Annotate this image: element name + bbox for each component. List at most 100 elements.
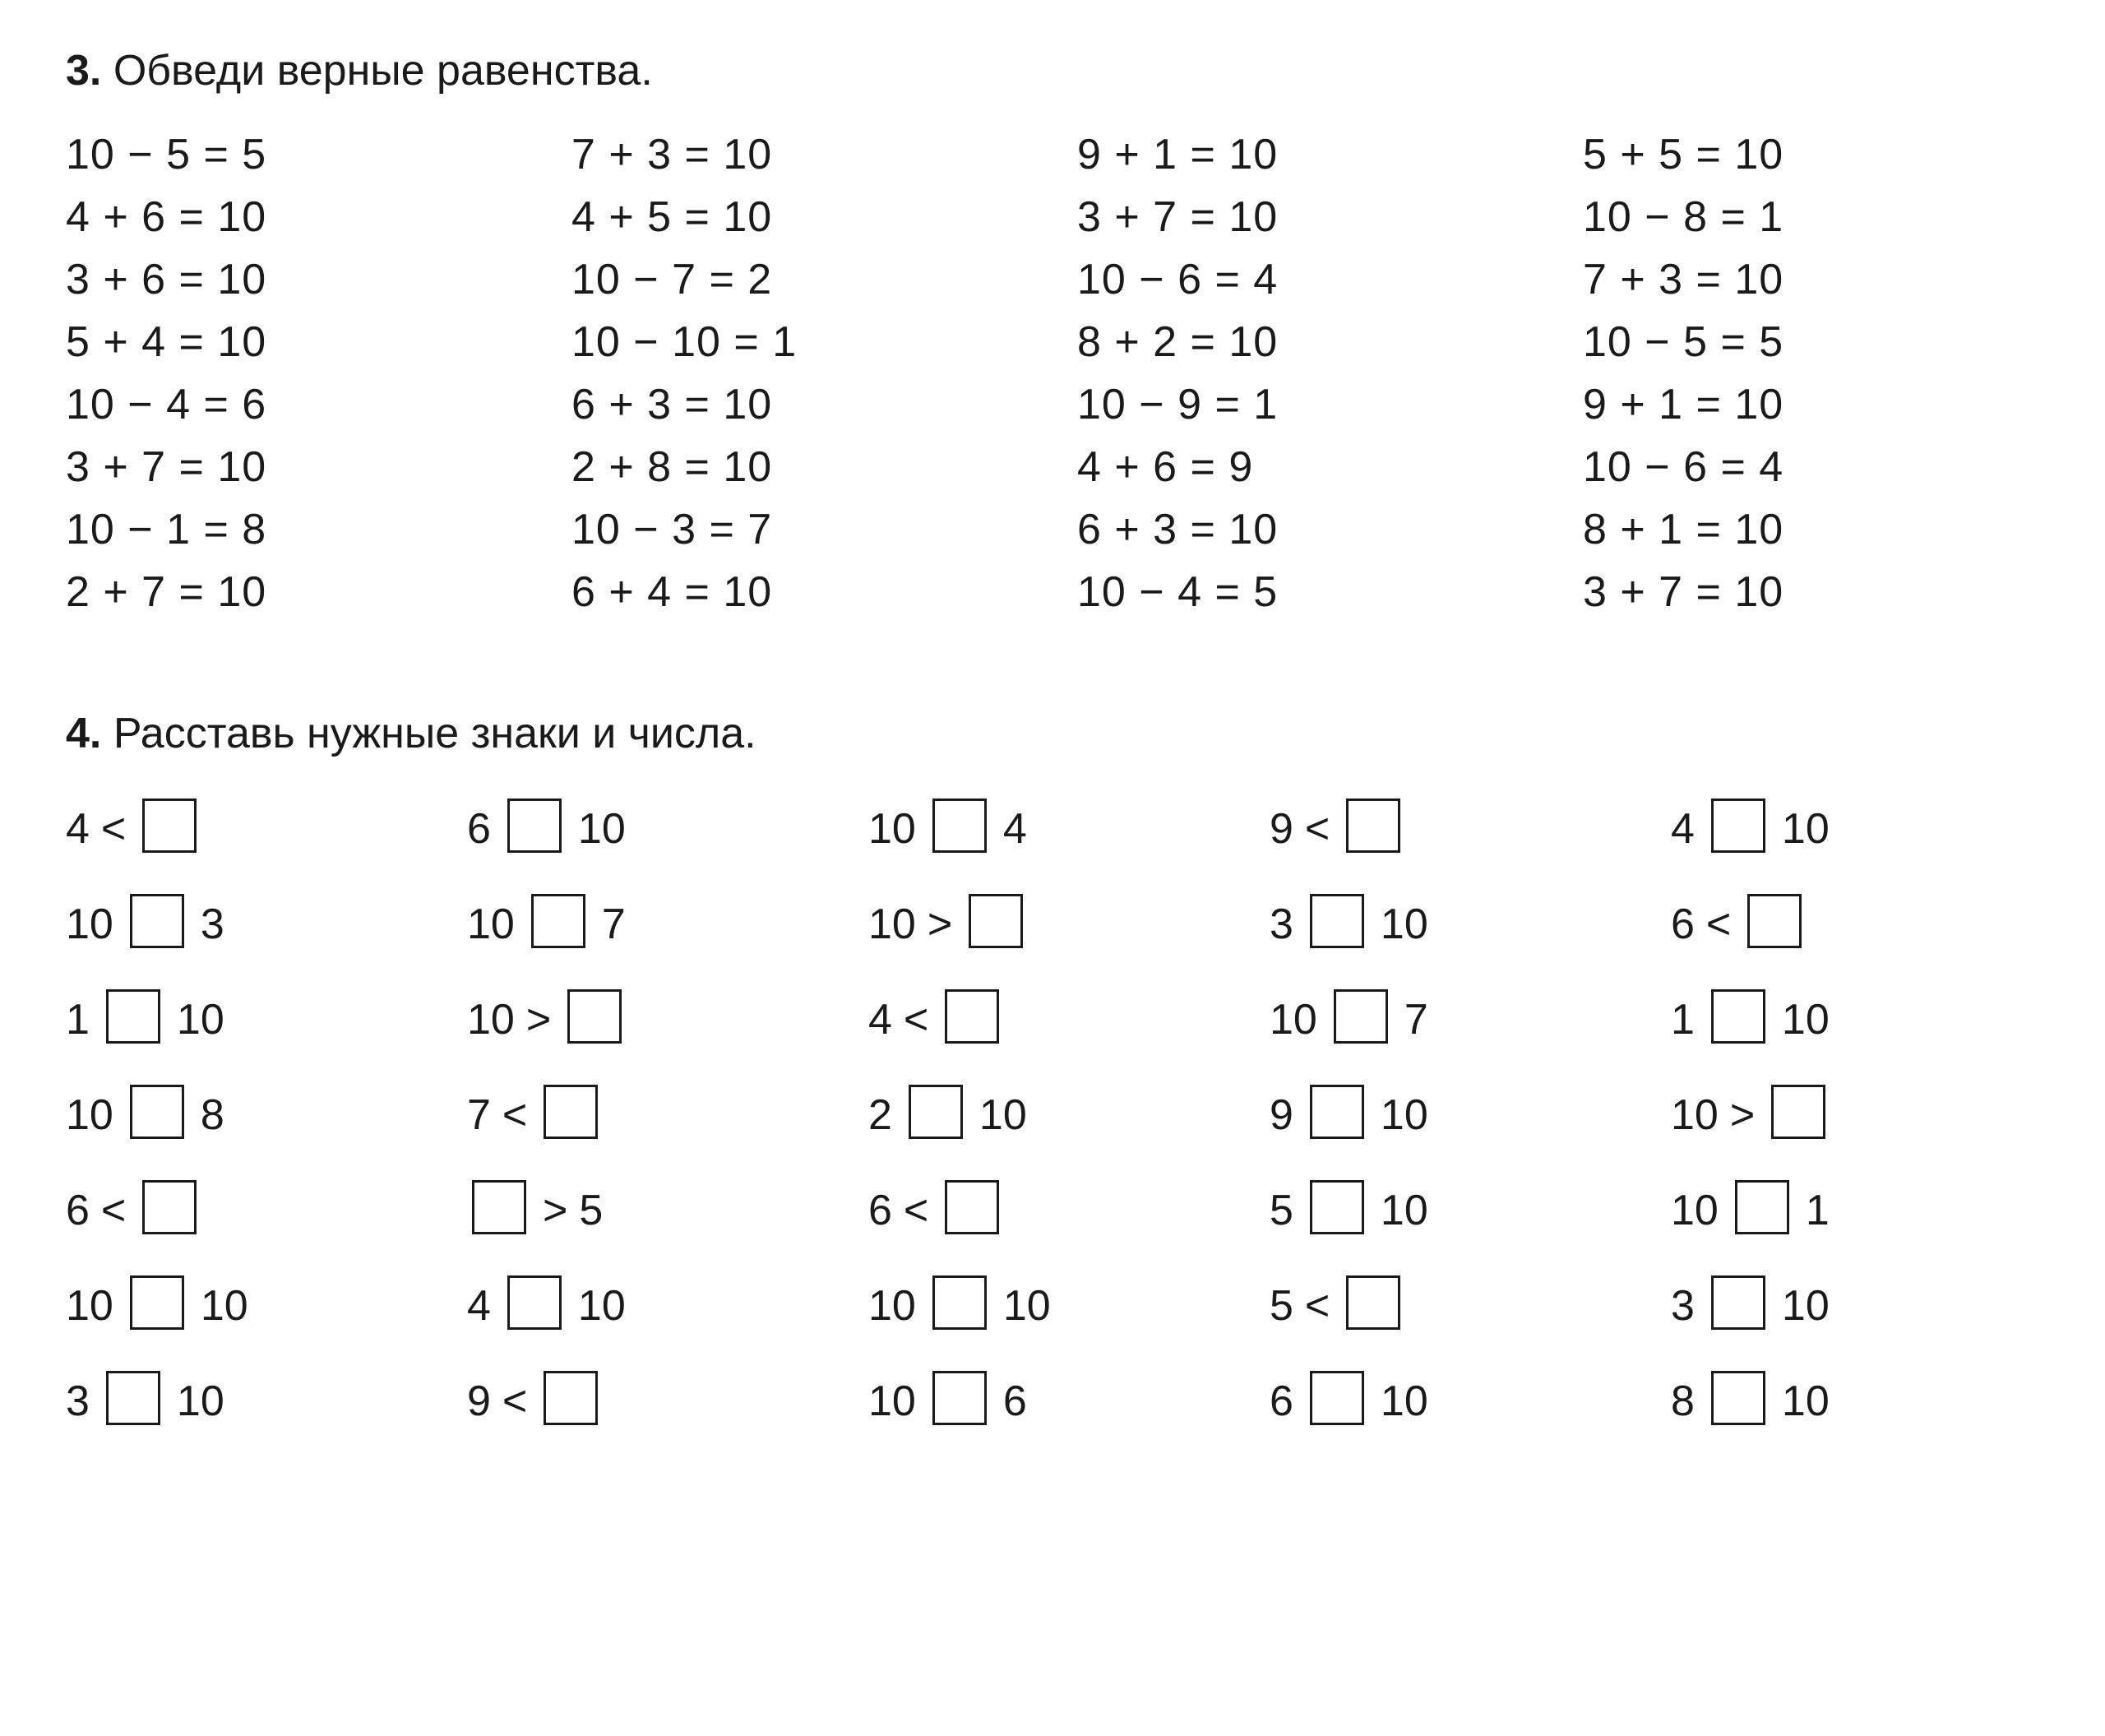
token: 10 [1381, 1380, 1428, 1423]
comparison-cell: 10> [1671, 1082, 2039, 1148]
blank-box[interactable] [1334, 989, 1388, 1044]
blank-box[interactable] [1711, 799, 1765, 853]
comparison-cell: 6< [1671, 891, 2039, 957]
token: 4 [66, 808, 90, 850]
blank-box[interactable] [472, 1180, 526, 1234]
token: 8 [201, 1094, 224, 1137]
blank-box[interactable] [932, 799, 987, 853]
token: 3 [1270, 903, 1293, 946]
comparison-cell: 9< [467, 1368, 835, 1434]
token: < [101, 808, 126, 850]
equation-cell: 7 + 3 = 10 [1583, 258, 2039, 301]
token: 10 [201, 1285, 248, 1327]
token: 5 [1270, 1285, 1293, 1327]
blank-box[interactable] [1735, 1180, 1789, 1234]
blank-box[interactable] [130, 894, 184, 948]
token: 10 [1270, 998, 1317, 1041]
token: 10 [1782, 1285, 1830, 1327]
equation-cell: 6 + 4 = 10 [571, 571, 1028, 613]
equation-cell: 5 + 5 = 10 [1583, 133, 2039, 176]
blank-box[interactable] [945, 989, 999, 1044]
token: 10 [1782, 1380, 1830, 1423]
token: 4 [868, 998, 892, 1041]
blank-box[interactable] [932, 1275, 987, 1330]
equation-cell: 10 − 6 = 4 [1077, 258, 1534, 301]
token: 9 [1270, 1094, 1293, 1137]
blank-box[interactable] [932, 1371, 987, 1425]
token: 10 [868, 903, 916, 946]
equation-cell: 8 + 1 = 10 [1583, 508, 2039, 551]
token: 1 [1806, 1189, 1830, 1232]
token: 10 [1381, 903, 1428, 946]
equation-cell: 7 + 3 = 10 [571, 133, 1028, 176]
blank-box[interactable] [106, 989, 160, 1044]
comparison-cell: 110 [66, 987, 434, 1053]
blank-box[interactable] [544, 1085, 598, 1139]
token: 6 [1270, 1380, 1293, 1423]
task4-number: 4. [66, 710, 101, 757]
comparison-cell: 3 10 [1270, 891, 1638, 957]
blank-box[interactable] [909, 1085, 963, 1139]
token: > [928, 903, 952, 946]
equation-cell: 10 − 5 = 5 [66, 133, 522, 176]
blank-box[interactable] [1771, 1085, 1825, 1139]
token: 10 [1381, 1094, 1428, 1137]
blank-box[interactable] [1310, 1371, 1364, 1425]
equation-cell: 10 − 9 = 1 [1077, 383, 1534, 426]
token: 10 [578, 808, 626, 850]
comparison-cell: 9< [1270, 796, 1638, 862]
blank-box[interactable] [507, 799, 562, 853]
token: 10 [578, 1285, 626, 1327]
blank-box[interactable] [969, 894, 1023, 948]
comparison-cell: 107 [467, 891, 835, 957]
token: 6 [66, 1189, 90, 1232]
blank-box[interactable] [130, 1085, 184, 1139]
blank-box[interactable] [945, 1180, 999, 1234]
equation-cell: 3 + 6 = 10 [66, 258, 522, 301]
blank-box[interactable] [567, 989, 622, 1044]
blank-box[interactable] [1346, 799, 1400, 853]
comparison-cell: 310 [66, 1368, 434, 1434]
blank-box[interactable] [142, 799, 197, 853]
equation-cell: 4 + 5 = 10 [571, 196, 1028, 238]
token: 1 [66, 998, 90, 1041]
blank-box[interactable] [531, 894, 585, 948]
token: 10 [868, 1380, 916, 1423]
blank-box[interactable] [544, 1371, 598, 1425]
task3-number: 3. [66, 47, 101, 95]
token: 3 [1671, 1285, 1695, 1327]
token: > [1730, 1094, 1755, 1137]
blank-box[interactable] [142, 1180, 197, 1234]
blank-box[interactable] [1310, 1085, 1364, 1139]
blank-box[interactable] [1711, 989, 1765, 1044]
comparison-cell: 7< [467, 1082, 835, 1148]
blank-box[interactable] [1711, 1371, 1765, 1425]
equation-cell: 3 + 7 = 10 [1077, 196, 1534, 238]
token: 10 [979, 1094, 1027, 1137]
equation-cell: 3 + 7 = 10 [1583, 571, 2039, 613]
comparison-cell: 6 10 [467, 796, 835, 862]
blank-box[interactable] [1310, 1180, 1364, 1234]
comparison-cell: 1010 [868, 1273, 1237, 1339]
equation-cell: 10 − 6 = 4 [1583, 446, 2039, 488]
blank-box[interactable] [1346, 1275, 1400, 1330]
comparison-cell: 9 10 [1270, 1082, 1638, 1148]
equation-cell: 10 − 4 = 6 [66, 383, 522, 426]
blank-box[interactable] [130, 1275, 184, 1330]
token: 6 [467, 808, 491, 850]
token: < [502, 1094, 527, 1137]
blank-box[interactable] [507, 1275, 562, 1330]
token: 4 [467, 1285, 491, 1327]
blank-box[interactable] [1711, 1275, 1765, 1330]
equation-cell: 4 + 6 = 10 [66, 196, 522, 238]
token: 6 [868, 1189, 892, 1232]
comparison-cell: 4 10 [467, 1273, 835, 1339]
task3-grid: 10 − 5 = 57 + 3 = 109 + 1 = 105 + 5 = 10… [66, 133, 2039, 613]
blank-box[interactable] [1747, 894, 1802, 948]
token: 1 [1671, 998, 1695, 1041]
blank-box[interactable] [1310, 894, 1364, 948]
equation-cell: 3 + 7 = 10 [66, 446, 522, 488]
token: 7 [1404, 998, 1428, 1041]
blank-box[interactable] [106, 1371, 160, 1425]
equation-cell: 4 + 6 = 9 [1077, 446, 1534, 488]
